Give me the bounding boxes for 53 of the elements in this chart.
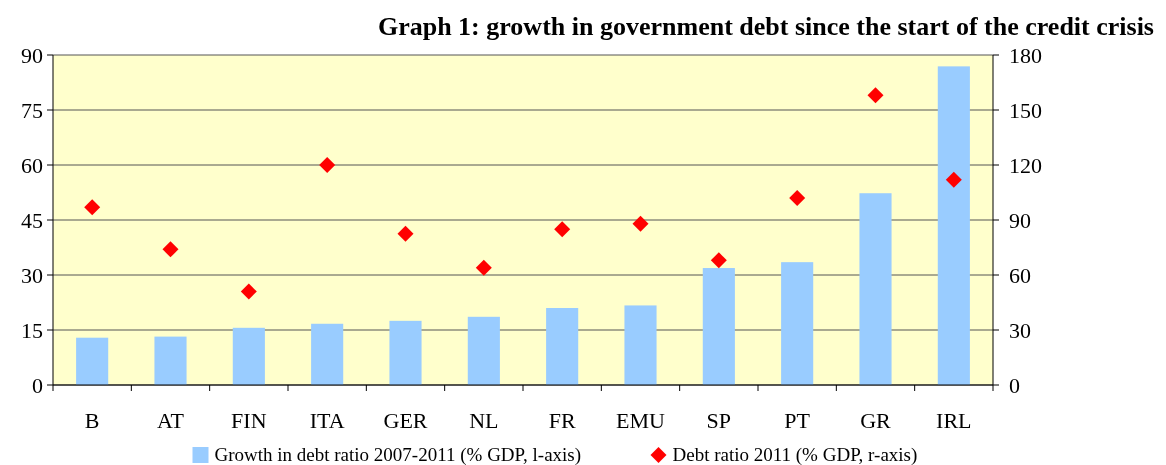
x-tick-label: SP xyxy=(706,408,732,433)
x-tick-label: B xyxy=(84,408,100,433)
bar xyxy=(467,316,500,385)
point xyxy=(240,283,257,300)
x-tick-label: AT xyxy=(157,408,185,433)
x-tick-label: GR xyxy=(860,408,892,433)
point xyxy=(789,190,806,206)
legend-label: Debt ratio 2011 (% GDP, r-axis) xyxy=(672,444,918,465)
bar xyxy=(937,66,970,385)
y-tick-label: 75 xyxy=(21,97,43,123)
chart-title: Graph 1: growth in government debt since the start of the credit crisis xyxy=(377,12,1154,41)
point xyxy=(475,259,492,276)
y-tick-label: 0 xyxy=(32,372,43,398)
y2-tick-label: 0 xyxy=(1009,372,1020,398)
x-tick-label: IRL xyxy=(936,408,972,433)
bar xyxy=(546,308,579,385)
point xyxy=(397,225,414,242)
x-tick-label: GER xyxy=(383,408,428,433)
bar xyxy=(232,327,265,385)
bar xyxy=(624,305,657,385)
bar xyxy=(154,336,187,385)
y2-tick-label: 120 xyxy=(1009,152,1042,178)
x-tick-label: FIN xyxy=(231,408,267,433)
x-tick-label: PT xyxy=(784,408,811,433)
x-tick-label: EMU xyxy=(616,408,666,433)
bar xyxy=(859,193,892,385)
y-tick-label: 30 xyxy=(21,262,43,288)
y2-tick-label: 60 xyxy=(1009,262,1031,288)
bar xyxy=(389,320,422,385)
point xyxy=(319,157,336,173)
point xyxy=(162,241,179,258)
bar xyxy=(781,262,814,385)
y2-tick-label: 90 xyxy=(1009,207,1031,233)
legend-label: Growth in debt ratio 2007-2011 (% GDP, l-axis) xyxy=(214,444,582,465)
bar xyxy=(702,268,735,385)
y2-tick-label: 180 xyxy=(1009,42,1042,68)
x-tick-label: FR xyxy=(548,408,576,433)
point xyxy=(867,87,884,104)
bar xyxy=(76,337,109,385)
x-tick-label: NL xyxy=(469,408,499,433)
point xyxy=(84,199,101,216)
bar xyxy=(311,323,344,385)
y-tick-label: 60 xyxy=(21,152,43,178)
x-tick-label: ITA xyxy=(309,408,345,433)
point xyxy=(945,171,962,188)
y2-tick-label: 30 xyxy=(1009,317,1031,343)
point xyxy=(554,221,571,238)
y-tick-label: 15 xyxy=(21,317,43,343)
y2-tick-label: 150 xyxy=(1009,97,1042,123)
y-tick-label: 90 xyxy=(21,42,43,68)
point xyxy=(710,252,727,269)
y-tick-label: 45 xyxy=(21,207,43,233)
point xyxy=(632,215,649,232)
